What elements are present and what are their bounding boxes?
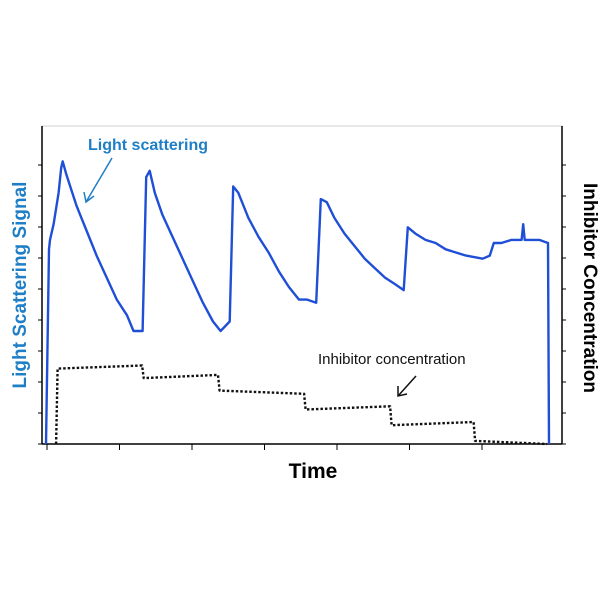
inhibitor-arrowhead (397, 386, 408, 397)
left-y-axis-ticks (38, 164, 42, 445)
light-scattering-annotation: Light scattering (88, 137, 208, 154)
right-y-axis-label: Inhibitor Concentration (579, 183, 600, 393)
light-scattering-line (44, 160, 551, 445)
inhibitor-arrow (397, 375, 417, 397)
x-axis-ticks (46, 444, 483, 450)
right-y-axis-ticks (562, 164, 566, 445)
x-axis-label: Time (289, 460, 338, 483)
left-y-axis-label: Light Scattering Signal (10, 182, 31, 389)
light-scattering-arrow (85, 157, 113, 203)
inhibitor-annotation: Inhibitor concentration (318, 351, 466, 368)
plot-area-frame (41, 125, 563, 445)
light-scattering-arrowhead (83, 191, 95, 204)
series-layer (44, 160, 551, 446)
inhibitor-concentration-line (54, 364, 547, 446)
